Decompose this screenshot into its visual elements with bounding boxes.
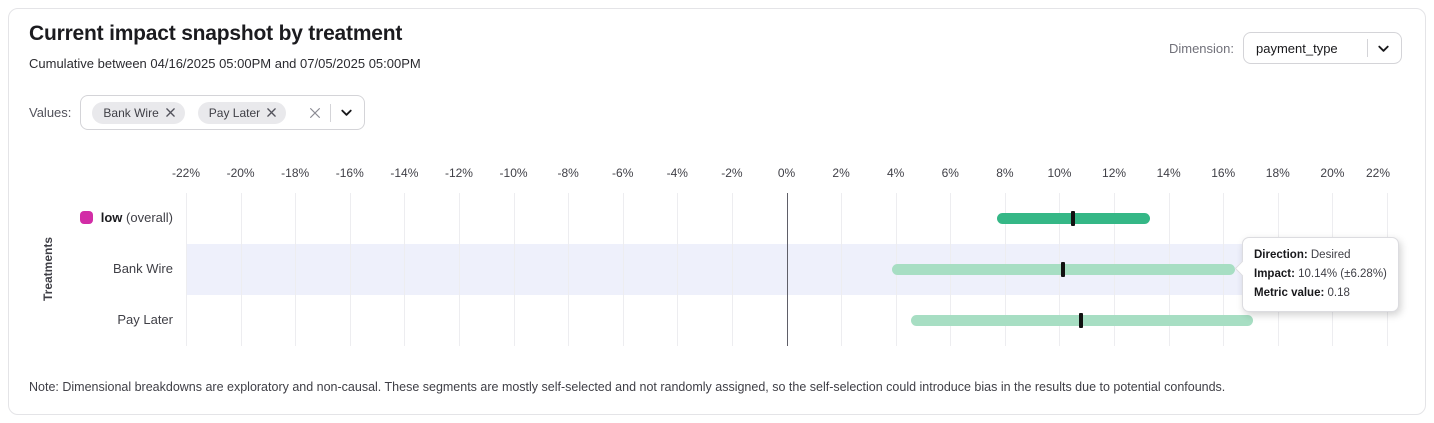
y-axis-row-labels: low (overall) Bank Wire Pay Later [9,193,173,346]
gridline [513,193,515,346]
gridline [622,193,624,346]
x-axis-tick-label: 8% [996,166,1014,180]
x-axis-tick-label: 2% [832,166,850,180]
value-chip-label: Bank Wire [103,105,159,120]
clear-values-icon[interactable] [308,106,322,120]
value-chip[interactable]: Pay Later [197,101,287,124]
gridline [295,193,297,346]
dimension-label: Dimension: [1168,40,1234,56]
gridline [458,193,460,346]
legend-swatch [79,211,93,224]
page-title: Current impact snapshot by treatment [29,22,403,45]
tooltip-line: Direction: Desired [1254,249,1351,261]
gridline [349,193,351,346]
impact-point-marker [1061,262,1066,277]
dimension-selected-value: payment_type [1256,40,1338,56]
dimension-control: Dimension: payment_type [1169,32,1402,64]
value-chip-label: Pay Later [208,105,261,120]
tooltip-line: Impact: 10.14% (±6.28%) [1254,268,1387,280]
x-axis-tick-label: 12% [1102,166,1127,180]
x-axis-tick-label: 14% [1156,166,1181,180]
dropdown-divider [1367,39,1368,57]
x-axis-tick-label: -12% [444,166,473,180]
impact-snapshot-card: Current impact snapshot by treatment Cum… [8,8,1426,415]
treatment-row-label: low (overall) [9,210,173,225]
zero-axis-line [786,193,788,346]
gridline [240,193,242,346]
tooltip-line: Metric value: 0.18 [1254,287,1350,299]
remove-chip-icon[interactable] [165,108,175,117]
treatment-row-label: Pay Later [117,312,173,327]
x-axis-tick-label: -22% [171,166,201,180]
values-label: Values: [29,105,72,120]
x-axis-tick-label: 18% [1265,166,1290,180]
value-chips: Bank Wire Pay Later [92,101,287,124]
x-axis-tick-label: 22% [1365,166,1391,180]
gridline [677,193,679,346]
values-filter: Values: Bank Wire Pay Later [29,95,366,130]
value-chip[interactable]: Bank Wire [92,101,185,124]
dimension-select[interactable]: payment_type [1243,32,1402,64]
tooltip: Direction: Desired Impact: 10.14% (±6.28%… [1234,237,1399,312]
chevron-down-icon [1376,41,1391,56]
x-axis-tick-label: -4% [666,166,688,180]
gridline [404,193,406,346]
x-axis-tick-label: -6% [612,166,634,180]
values-multiselect[interactable]: Bank Wire Pay Later [80,95,366,130]
x-axis: -22% -20% -18% -16% -14% -12% -10% -8% -6% -4% -2%… [172,166,1391,180]
x-axis-tick-label: -2% [721,166,743,180]
impact-point-marker [1071,211,1076,226]
chevron-down-icon[interactable] [339,105,354,120]
x-axis-tick-label: -20% [226,166,255,180]
gridline [731,193,733,346]
x-axis-tick-label: -8% [557,166,579,180]
values-divider [330,103,332,122]
x-axis-tick-label: 0% [777,166,796,180]
remove-chip-icon[interactable] [267,108,276,117]
x-axis-tick-label: 6% [941,166,959,180]
gridline [186,193,187,346]
gridline [568,193,570,346]
x-axis-tick-label: 10% [1047,166,1072,180]
x-axis-tick-label: 16% [1211,166,1236,180]
impact-chart-plot-area [186,193,1388,346]
x-axis-tick-label: -16% [335,166,364,180]
x-axis-tick-label: -14% [390,166,419,180]
x-axis-tick-label: 4% [887,166,905,180]
date-range-subtitle: Cumulative between 04/16/2025 05:00PM an… [29,56,421,71]
gridline [841,193,843,346]
x-axis-tick-label: -10% [499,166,528,180]
treatment-row-label: Bank Wire [113,261,173,276]
note-text: Note: Dimensional breakdowns are explora… [29,380,1226,394]
x-axis-tick-label: 20% [1320,166,1345,180]
impact-point-marker [1079,313,1084,328]
x-axis-tick-label: -18% [281,166,310,180]
